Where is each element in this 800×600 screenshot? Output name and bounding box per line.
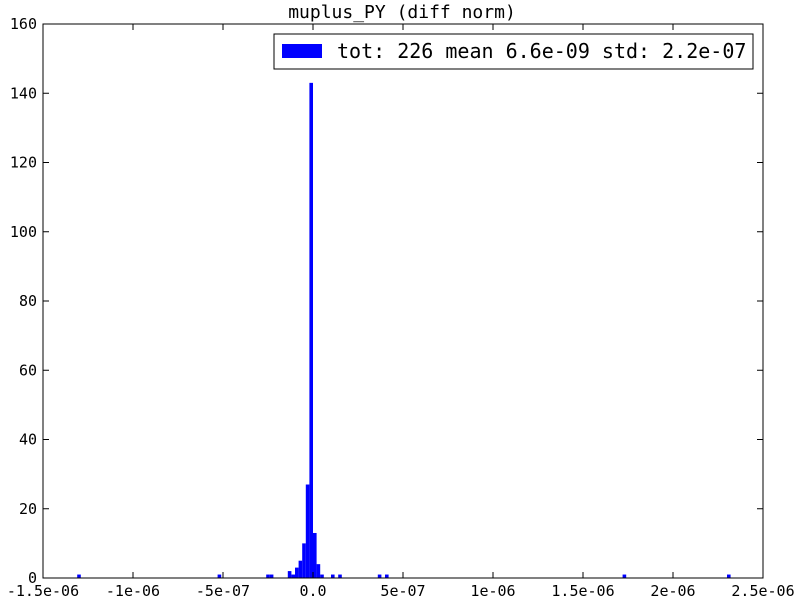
x-tick-label: -1e-06 [106, 582, 160, 600]
y-tick-label: 140 [10, 84, 37, 102]
histogram-bar [217, 574, 222, 578]
x-tick-label: 1e-06 [470, 582, 515, 600]
y-tick-label: 80 [19, 292, 37, 310]
y-tick-label: 100 [10, 223, 37, 241]
y-tick-label: 40 [19, 431, 37, 449]
histogram-bar [269, 574, 274, 578]
histogram-bar [331, 574, 335, 578]
x-tick-label: 2.5e-06 [731, 582, 794, 600]
y-tick-label: 160 [10, 15, 37, 33]
legend: tot: 226 mean 6.6e-09 std: 2.2e-07 [273, 33, 754, 70]
x-tick-label: -5e-07 [196, 582, 250, 600]
histogram-bar [313, 532, 317, 578]
histogram-bar [316, 564, 321, 578]
histogram-bar [291, 574, 295, 578]
y-tick-label: 60 [19, 361, 37, 379]
histogram-bar [377, 574, 382, 578]
histogram-bar [266, 574, 270, 578]
histogram-bars [77, 82, 731, 579]
y-tick-label: 20 [19, 500, 37, 518]
histogram-bar [385, 574, 389, 578]
histogram-bar [287, 571, 292, 578]
histogram-bar [309, 82, 313, 579]
histogram-bar [298, 560, 303, 578]
histogram-bar [622, 574, 627, 578]
x-tick-label: 2e-06 [650, 582, 695, 600]
histogram-bar [302, 543, 306, 579]
histogram-bar [727, 574, 731, 578]
histogram-bar [295, 567, 299, 578]
histogram-bar [305, 484, 310, 578]
legend-label: tot: 226 mean 6.6e-09 std: 2.2e-07 [337, 39, 746, 63]
axis-tick-labels: -1.5e-06 -1e-06 -5e-07 0.0 5e-07 1e-06 1.5e-06… [7, 15, 795, 600]
x-tick-label: 0.0 [299, 582, 326, 600]
plot-frame [42, 23, 764, 579]
legend-box [273, 33, 754, 70]
x-tick-label: 5e-07 [380, 582, 425, 600]
x-tick-label: -1.5e-06 [7, 582, 79, 600]
y-tick-label: 0 [28, 569, 37, 587]
histogram-bar [338, 574, 342, 578]
x-tick-label: 1.5e-06 [551, 582, 614, 600]
y-tick-label: 120 [10, 154, 37, 172]
legend-swatch [282, 44, 322, 58]
chart-title: muplus_PY (diff norm) [288, 2, 516, 23]
histogram-bar [77, 574, 81, 578]
histogram-bar [320, 574, 324, 578]
